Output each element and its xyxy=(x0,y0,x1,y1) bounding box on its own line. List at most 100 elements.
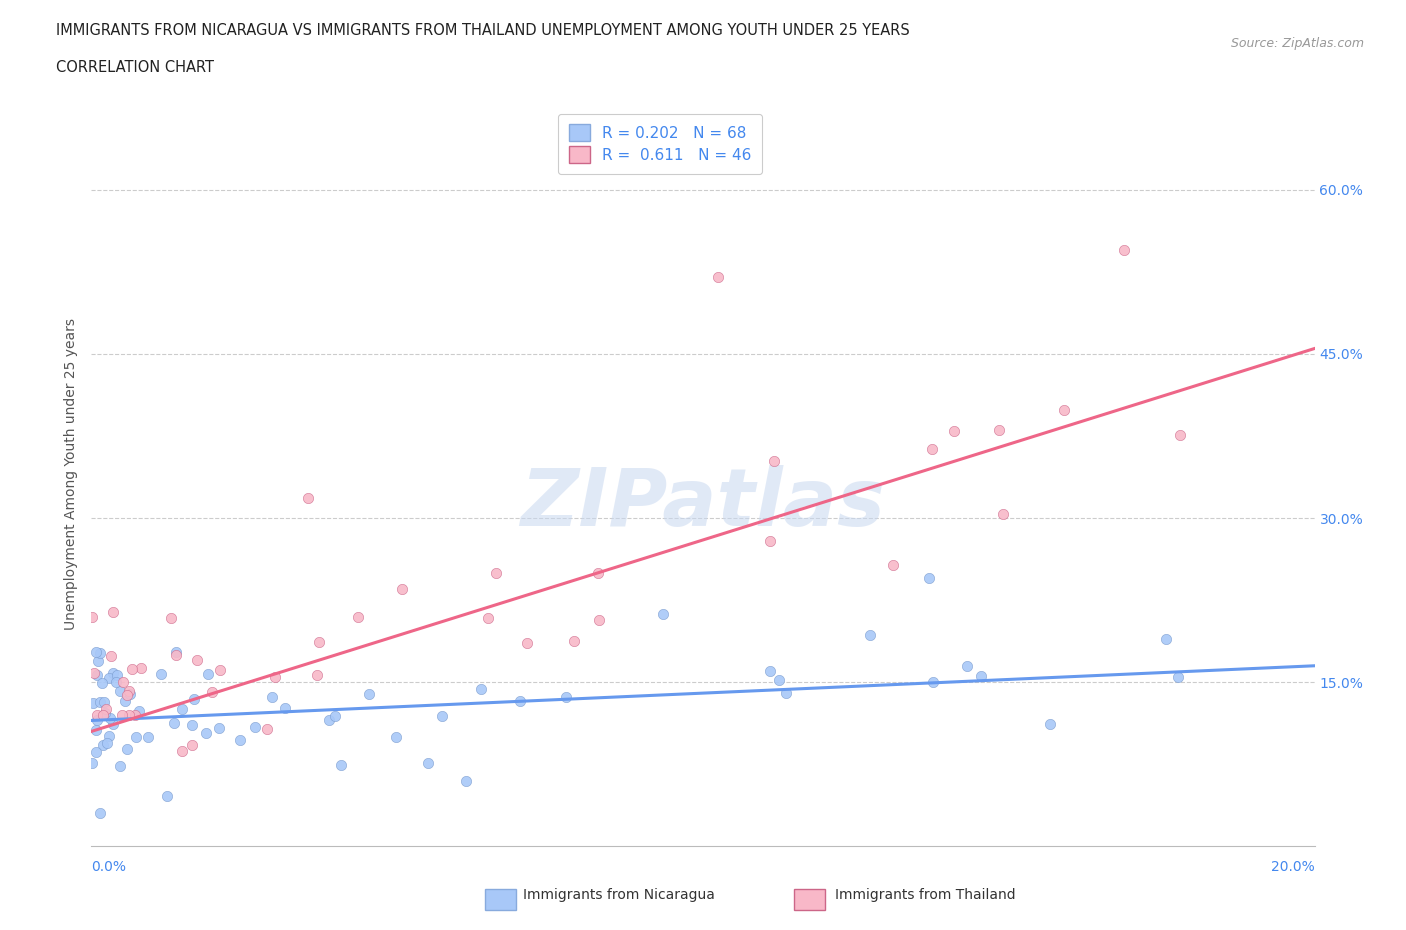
Point xyxy=(430,709,453,724)
Point xyxy=(1053,403,1076,418)
Point xyxy=(384,730,406,745)
Point xyxy=(758,663,780,678)
Point xyxy=(94,702,117,717)
Point xyxy=(1156,631,1178,646)
Point xyxy=(165,647,187,662)
Point xyxy=(112,674,135,689)
Point xyxy=(274,701,297,716)
Point xyxy=(118,686,141,701)
Point xyxy=(89,695,111,710)
Point xyxy=(1167,670,1189,684)
Point xyxy=(768,672,790,687)
Point xyxy=(987,422,1010,437)
Text: Immigrants from Nicaragua: Immigrants from Nicaragua xyxy=(523,887,714,902)
Point xyxy=(108,683,131,698)
Point xyxy=(89,645,111,660)
Point xyxy=(922,674,945,689)
Point xyxy=(347,610,370,625)
Point xyxy=(318,713,340,728)
Point xyxy=(160,611,183,626)
Point xyxy=(115,742,138,757)
Point xyxy=(509,694,531,709)
Point xyxy=(209,662,232,677)
Point xyxy=(357,686,380,701)
Point xyxy=(115,688,138,703)
Text: Immigrants from Thailand: Immigrants from Thailand xyxy=(835,887,1015,902)
Point xyxy=(149,667,172,682)
Point xyxy=(101,716,124,731)
Point xyxy=(759,533,782,548)
Point xyxy=(98,729,121,744)
Point xyxy=(93,694,115,709)
Point xyxy=(84,644,107,659)
Point xyxy=(84,744,107,759)
Text: CORRELATION CHART: CORRELATION CHART xyxy=(56,60,214,75)
Point xyxy=(103,604,125,619)
Point xyxy=(91,708,114,723)
Point xyxy=(305,668,328,683)
Point xyxy=(195,725,218,740)
Point xyxy=(94,706,117,721)
Point xyxy=(125,729,148,744)
Point xyxy=(180,737,202,752)
Point xyxy=(172,744,194,759)
Text: 0.0%: 0.0% xyxy=(91,859,127,873)
Point xyxy=(163,715,186,730)
Text: 20.0%: 20.0% xyxy=(1271,859,1315,873)
Point xyxy=(297,491,319,506)
Point xyxy=(86,712,108,727)
Point xyxy=(89,806,111,821)
Point xyxy=(129,660,152,675)
Point xyxy=(114,694,136,709)
Point xyxy=(118,708,141,723)
Point xyxy=(454,773,477,788)
Point xyxy=(98,711,121,725)
Point xyxy=(991,506,1014,521)
Point xyxy=(477,610,499,625)
Point xyxy=(100,648,122,663)
Text: ZIPatlas: ZIPatlas xyxy=(520,465,886,543)
Point xyxy=(82,609,104,624)
Point xyxy=(921,442,943,457)
Point xyxy=(91,737,114,752)
Point xyxy=(86,708,108,723)
Point xyxy=(201,684,224,699)
Point xyxy=(1112,243,1135,258)
Point xyxy=(262,689,284,704)
Point xyxy=(586,565,609,580)
Point xyxy=(243,720,266,735)
Point xyxy=(263,670,285,684)
Point xyxy=(172,702,194,717)
Point xyxy=(98,671,121,685)
Point xyxy=(763,453,786,468)
Point xyxy=(80,756,103,771)
Point xyxy=(1039,716,1062,731)
Point xyxy=(186,652,208,667)
Point xyxy=(82,696,104,711)
Point xyxy=(165,644,187,659)
Point xyxy=(121,661,143,676)
Point xyxy=(775,686,797,701)
Point xyxy=(516,636,538,651)
Point xyxy=(96,736,118,751)
Point xyxy=(111,708,134,723)
Point xyxy=(323,709,346,724)
Point xyxy=(180,718,202,733)
Point xyxy=(105,668,128,683)
Y-axis label: Unemployment Among Youth under 25 years: Unemployment Among Youth under 25 years xyxy=(65,318,79,631)
Point xyxy=(128,704,150,719)
Point xyxy=(956,658,979,673)
Point xyxy=(943,424,966,439)
Point xyxy=(138,729,160,744)
Point xyxy=(103,666,125,681)
Point xyxy=(554,690,576,705)
Point xyxy=(485,565,508,580)
Point xyxy=(124,708,146,723)
Point xyxy=(183,692,205,707)
Point xyxy=(859,628,882,643)
Point xyxy=(156,789,179,804)
Point xyxy=(588,612,610,627)
Point xyxy=(918,570,941,585)
Point xyxy=(562,633,585,648)
Point xyxy=(91,675,114,690)
